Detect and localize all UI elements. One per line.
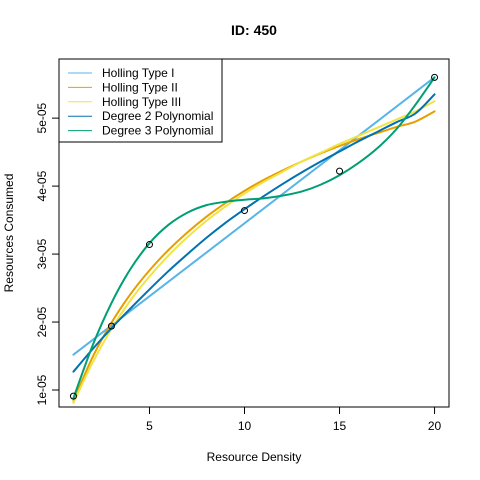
y-tick-label-5: 5e-05: [35, 102, 49, 133]
x-tick-label-2: 10: [238, 419, 252, 433]
chart-title: ID: 450: [231, 22, 277, 38]
series-line-1: [72, 76, 436, 356]
x-axis-label: Resource Density: [207, 450, 302, 464]
legend-label-4: Degree 2 Polynomial: [102, 109, 213, 123]
data-point-3: [145, 241, 153, 249]
series-line-3: [72, 100, 436, 404]
y-tick-label-1: 1e-05: [35, 374, 49, 405]
x-tick-label-4: 20: [428, 419, 442, 433]
y-axis-label: Resources Consumed: [2, 174, 16, 293]
data-point-6: [431, 73, 439, 81]
data-point-4: [241, 207, 248, 215]
x-axis: 5 10 15 20: [146, 406, 442, 433]
series-line-4: [72, 93, 436, 373]
y-tick-label-4: 4e-05: [35, 170, 49, 201]
data-point-1: [69, 392, 77, 400]
data-point-2: [107, 322, 115, 330]
legend-label-3: Holling Type III: [102, 95, 181, 109]
series-line-5: [72, 76, 436, 400]
y-tick-label-3: 3e-05: [35, 238, 49, 269]
legend-label-5: Degree 3 Polynomial: [102, 124, 213, 138]
legend-label-2: Holling Type II: [102, 80, 178, 94]
y-tick-label-2: 2e-05: [35, 306, 49, 337]
data-point-5: [336, 167, 344, 175]
y-axis: 1e-05 2e-05 3e-05 4e-05 5e-05: [35, 102, 60, 405]
series-curves: [72, 76, 436, 404]
x-tick-label-1: 5: [146, 419, 153, 433]
x-tick-label-3: 15: [333, 419, 347, 433]
data-points: [69, 73, 439, 400]
legend-label-1: Holling Type I: [102, 66, 175, 80]
